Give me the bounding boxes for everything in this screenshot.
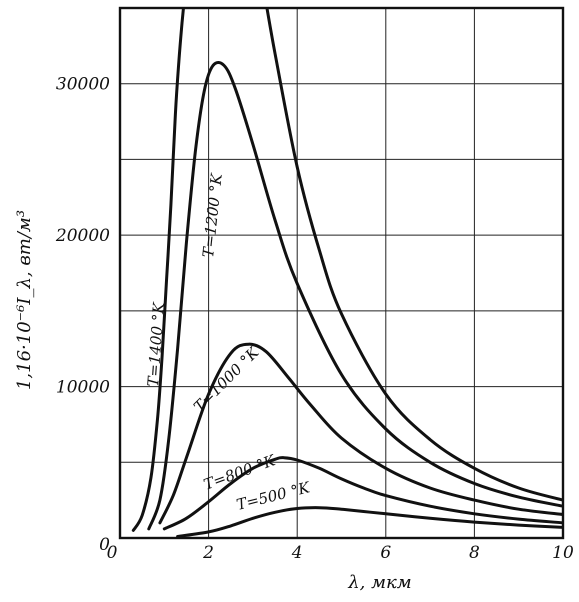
series-line-t1000 [158,342,563,525]
y-tick-label: 30000 [56,75,110,95]
series-line-t1400-descending [265,8,563,502]
x-tick-label: 4 [291,543,303,563]
x-axis-label: λ, мкм [347,572,411,593]
x-tick-label: 0 [107,543,118,563]
x-tick-label: 6 [380,543,391,563]
grid [120,8,563,538]
x-tick-label: 8 [469,543,480,563]
curve-label-t1400: T=1400 °K [144,301,168,387]
series-line-t500 [176,506,563,538]
x-tick-label: 2 [202,543,214,563]
tick-labels: 0 2 4 6 8 10 0 10000 20000 30000 [55,75,574,563]
y-tick-label: 0 [99,535,110,555]
curves [131,8,563,538]
curve-label-t1200: T=1200 °K [199,172,226,258]
y-axis-label: 1,16·10⁻⁶I_λ, вт/м³ [14,210,35,390]
curve-label-t800: T=800 °K [201,451,278,494]
y-tick-label: 10000 [56,378,110,398]
x-tick-label: 10 [552,543,574,563]
series-line-t1200 [147,61,563,531]
plot-frame [118,6,565,540]
y-tick-label: 20000 [55,226,110,246]
series-line-t1400 [131,8,185,532]
curve-label-t1000: T=1000 °K [190,343,263,416]
series-line-t800 [162,456,563,531]
